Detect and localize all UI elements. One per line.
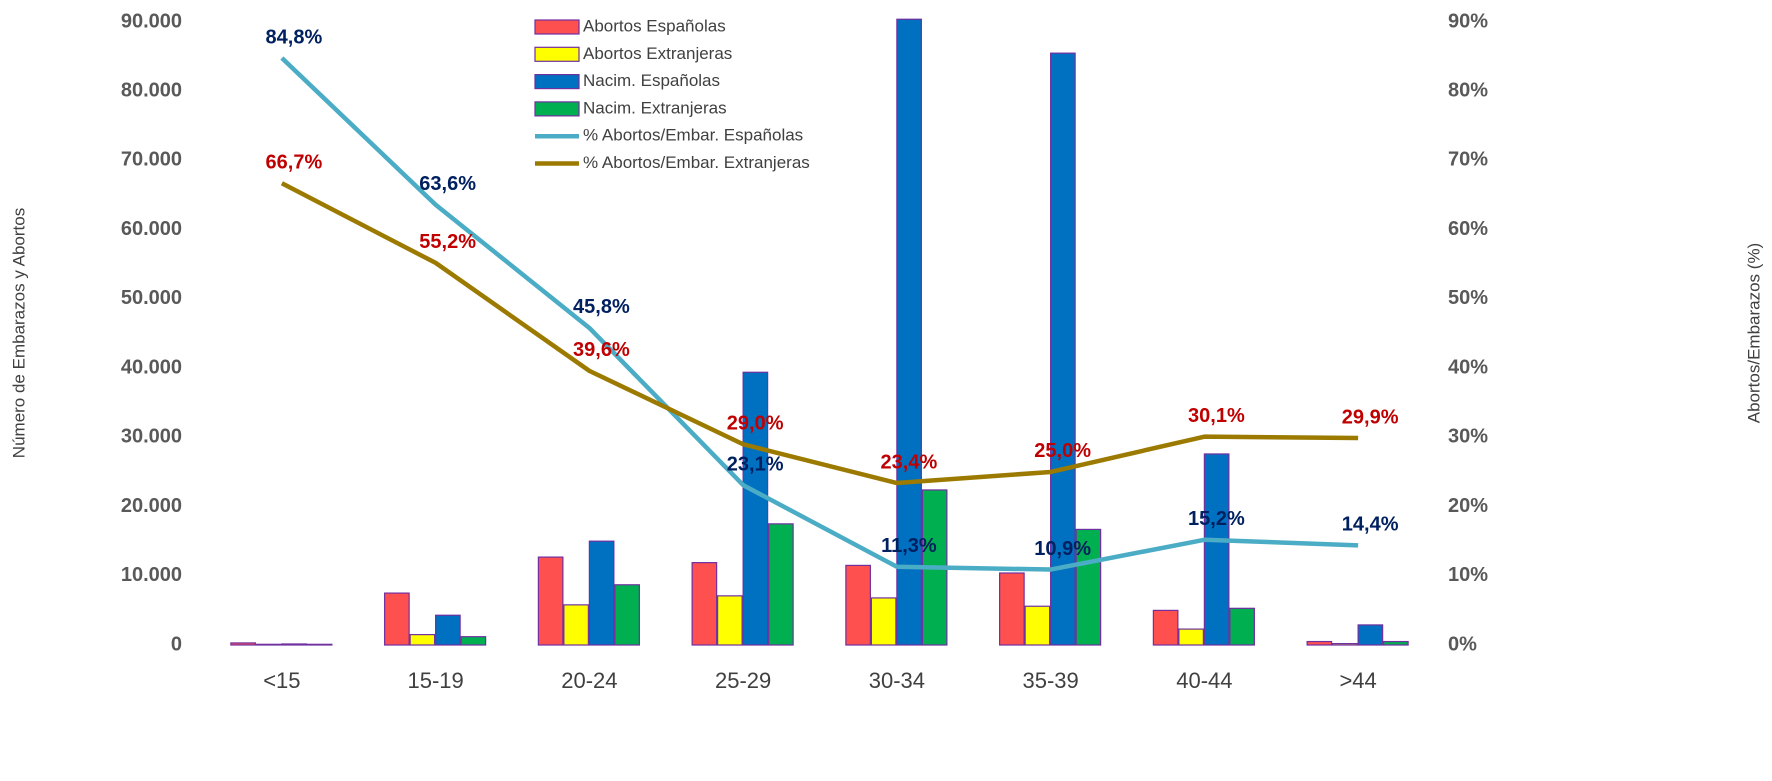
y-tick-label: 50.000 (121, 287, 182, 309)
bar (1229, 607, 1255, 646)
y-tick-label: 40.000 (121, 356, 182, 378)
bar (281, 643, 307, 646)
data-label: 14,4% (1342, 514, 1399, 536)
line (280, 181, 1359, 486)
bar (255, 643, 282, 646)
y2-tick-label: 40% (1448, 356, 1488, 378)
bar (845, 564, 871, 646)
legend-swatch (534, 73, 580, 90)
bar (435, 614, 461, 646)
bar (999, 572, 1025, 646)
legend-label: Abortos Extranjeras (583, 44, 732, 63)
bar (563, 604, 589, 646)
x-tick-label: 25-29 (715, 668, 771, 693)
line (280, 56, 1359, 572)
legend-label: Nacim. Extranjeras (583, 98, 727, 117)
legend-label: % Abortos/Embar. Extranjeras (583, 153, 810, 172)
bar (717, 595, 743, 646)
data-label: 66,7% (266, 152, 323, 174)
y2-tick-label: 60% (1448, 218, 1488, 240)
y2-tick-label: 90% (1448, 10, 1488, 32)
bar (1152, 609, 1179, 646)
bar (614, 584, 640, 646)
bar (1178, 628, 1204, 646)
data-label: 15,2% (1188, 508, 1245, 530)
x-tick-label: <15 (263, 668, 300, 693)
data-label: 25,0% (1034, 440, 1091, 462)
y2-tick-label: 80% (1448, 80, 1488, 102)
data-label: 84,8% (266, 26, 323, 48)
legend-label: Abortos Españolas (583, 16, 726, 35)
bar (460, 636, 487, 646)
data-label: 55,2% (419, 231, 476, 253)
y-tick-label: 10.000 (121, 564, 182, 586)
bar (870, 597, 897, 646)
bar (742, 371, 769, 646)
bar (409, 634, 436, 646)
legend-swatch (534, 19, 580, 35)
data-label: 45,8% (573, 296, 630, 318)
data-label: 63,6% (419, 173, 476, 195)
legend-label: % Abortos/Embar. Españolas (583, 126, 803, 145)
y-tick-label: 0 (171, 633, 182, 655)
data-label: 10,9% (1034, 538, 1091, 560)
data-label: 23,4% (881, 451, 938, 473)
bar (588, 540, 615, 646)
bar (768, 523, 794, 646)
y2-tick-label: 30% (1448, 426, 1488, 448)
legend-swatch (534, 46, 580, 62)
y2-axis-title: Abortos/Embarazos (%) (1744, 243, 1763, 423)
x-tick-label: 35-39 (1022, 668, 1078, 693)
y-tick-label: 30.000 (121, 426, 182, 448)
bar (1203, 453, 1230, 646)
x-tick-label: 30-34 (869, 668, 925, 693)
data-label: 29,0% (727, 413, 784, 435)
bar (1332, 643, 1358, 646)
bar (1306, 640, 1333, 646)
bar (1050, 52, 1076, 646)
y2-tick-label: 10% (1448, 564, 1488, 586)
bar (1075, 528, 1102, 646)
data-label: 29,9% (1342, 406, 1399, 428)
bar (691, 562, 718, 646)
y2-tick-label: 50% (1448, 287, 1488, 309)
y-tick-label: 20.000 (121, 495, 182, 517)
legend-swatch (534, 101, 580, 117)
bar (896, 18, 922, 646)
legend-label: Nacim. Españolas (583, 71, 720, 90)
y-tick-label: 80.000 (121, 80, 182, 102)
bar (1024, 605, 1051, 646)
bar (384, 592, 410, 646)
y-tick-label: 90.000 (121, 10, 182, 32)
y-tick-label: 70.000 (121, 149, 182, 171)
y-tick-label: 60.000 (121, 218, 182, 240)
y-axis-title: Número de Embarazos y Abortos (9, 208, 28, 458)
y2-tick-label: 70% (1448, 149, 1488, 171)
y2-tick-label: 20% (1448, 495, 1488, 517)
data-label: 23,1% (727, 453, 784, 475)
bar (306, 643, 333, 646)
x-tick-label: >44 (1339, 668, 1376, 693)
x-tick-label: 40-44 (1176, 668, 1232, 693)
x-tick-label: 15-19 (407, 668, 463, 693)
data-label: 11,3% (881, 535, 937, 557)
bar (1357, 624, 1384, 646)
x-tick-label: 20-24 (561, 668, 617, 693)
data-label: 30,1% (1188, 405, 1245, 427)
bar (1383, 640, 1409, 646)
y2-tick-label: 0% (1448, 633, 1477, 655)
bar (230, 642, 256, 646)
data-label: 39,6% (573, 339, 630, 361)
bar (537, 556, 564, 646)
